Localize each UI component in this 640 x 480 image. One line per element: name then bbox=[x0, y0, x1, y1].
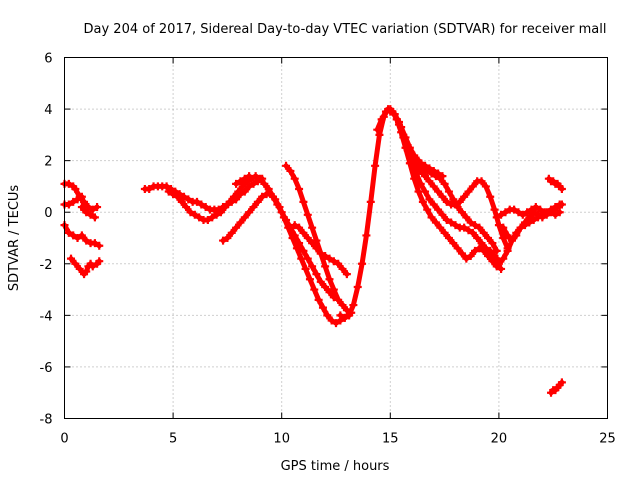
series-track-i bbox=[282, 161, 356, 317]
data-point bbox=[93, 203, 102, 212]
data-point bbox=[342, 270, 351, 279]
point-trail bbox=[372, 132, 382, 169]
x-tick-label: 20 bbox=[491, 432, 508, 447]
data-point bbox=[77, 192, 86, 201]
series-track-h bbox=[219, 190, 354, 328]
y-tick-label: -6 bbox=[40, 361, 53, 376]
data-point bbox=[90, 213, 99, 222]
data-point bbox=[492, 246, 501, 255]
data-point bbox=[557, 200, 566, 209]
point-trail bbox=[368, 163, 378, 205]
data-point bbox=[245, 172, 254, 181]
series-track-u bbox=[547, 378, 566, 397]
series-track-t bbox=[544, 174, 566, 194]
series-track-s bbox=[499, 208, 564, 245]
grid-layer bbox=[64, 57, 608, 419]
plot-frame bbox=[64, 57, 608, 419]
tick-layer: 0 5 10 15 20 25 -8 -6 -4 -2 0 2 4 6 bbox=[40, 52, 616, 447]
series-track-d bbox=[67, 254, 104, 279]
series-track-c bbox=[60, 221, 104, 250]
data-point bbox=[557, 378, 566, 387]
data-point bbox=[497, 264, 506, 273]
y-tick-label: 6 bbox=[44, 52, 52, 67]
series-track-b bbox=[60, 192, 86, 209]
point-trail bbox=[359, 232, 369, 267]
x-tick-label: 15 bbox=[382, 432, 399, 447]
y-tick-label: 2 bbox=[44, 155, 52, 170]
x-tick-label: 5 bbox=[169, 432, 177, 447]
series-track-l bbox=[336, 105, 506, 322]
chart-title: Day 204 of 2017, Sidereal Day-to-day VTE… bbox=[84, 22, 607, 37]
x-tick-label: 10 bbox=[273, 432, 290, 447]
x-axis-label: GPS time / hours bbox=[281, 459, 390, 474]
point-trail bbox=[363, 199, 374, 238]
data-point bbox=[557, 185, 566, 194]
data-point bbox=[555, 208, 564, 217]
data-point bbox=[438, 172, 447, 181]
data-point bbox=[95, 257, 104, 266]
series-track-r bbox=[492, 200, 566, 222]
y-tick-label: 4 bbox=[44, 103, 52, 118]
y-tick-label: -8 bbox=[40, 413, 53, 428]
y-axis-label: SDTVAR / TECUs bbox=[7, 185, 22, 292]
series-track-j bbox=[232, 172, 254, 188]
x-tick-label: 25 bbox=[599, 432, 616, 447]
data-points bbox=[60, 105, 566, 397]
y-tick-label: -2 bbox=[40, 258, 53, 273]
x-tick-label: 0 bbox=[60, 432, 68, 447]
series-track-n bbox=[386, 107, 512, 253]
y-tick-label: -4 bbox=[40, 309, 53, 324]
series-track-k bbox=[290, 221, 351, 279]
series-track-e bbox=[77, 203, 99, 222]
series-track-p bbox=[408, 151, 447, 181]
data-point bbox=[95, 241, 104, 250]
y-tick-label: 0 bbox=[44, 206, 52, 221]
